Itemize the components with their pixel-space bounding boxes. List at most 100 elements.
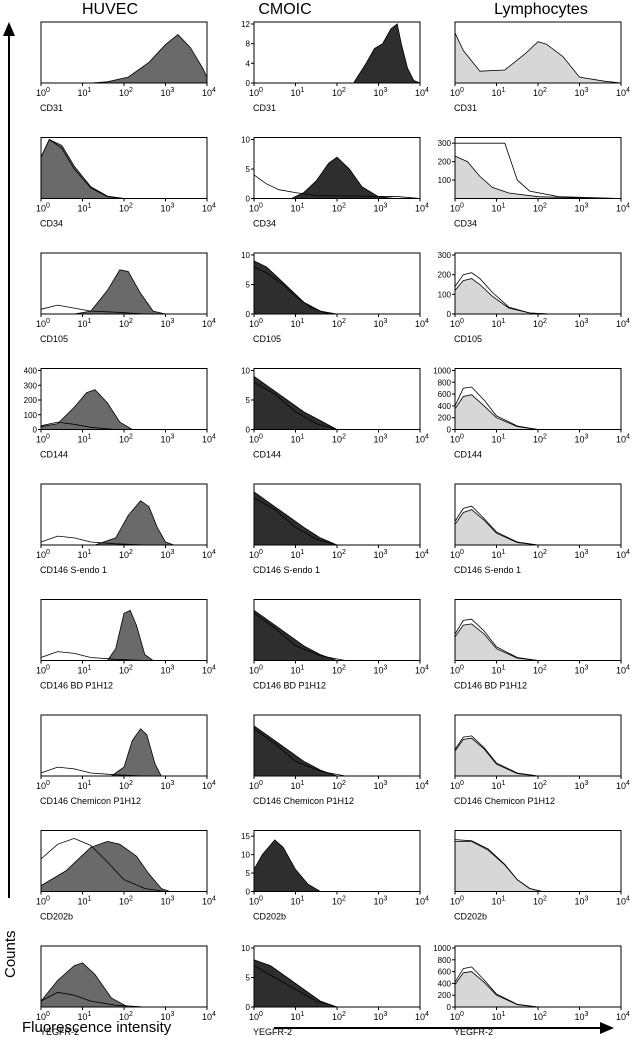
stained-histogram [40, 840, 170, 892]
x-tick-label: 103 [575, 665, 589, 676]
marker-label: CD202b [454, 912, 487, 922]
x-tick-label: 101 [78, 203, 92, 214]
marker-label: CD105 [454, 334, 482, 344]
x-tick-label: 101 [492, 665, 506, 676]
x-tick-label: 100 [450, 549, 464, 560]
x-tick-label: 102 [119, 1011, 133, 1022]
x-tick-label: 100 [249, 87, 263, 98]
x-tick-label: 100 [36, 549, 50, 560]
x-tick-label: 103 [575, 203, 589, 214]
x-tick-label: 101 [291, 549, 305, 560]
x-tick-label: 103 [575, 87, 589, 98]
x-tick-label: 100 [249, 780, 263, 791]
stained-histogram [253, 375, 338, 430]
y-tick-label: 200 [438, 271, 452, 280]
x-tick-label: 102 [119, 549, 133, 560]
stained-histogram [454, 971, 539, 1008]
control-histogram [40, 766, 145, 777]
x-tick-label: 101 [492, 434, 506, 445]
y-tick-label: 0 [246, 310, 251, 319]
panel-cmoic-yegfr-2: 100 101 102 103 104 0 5 10 YEGFR-2 [241, 944, 429, 1037]
stained-histogram [454, 623, 539, 661]
y-tick-label: 200 [438, 414, 452, 423]
panel-huvec-cd105: 100 101 102 103 104 CD105 [36, 252, 216, 344]
stained-histogram [253, 839, 322, 892]
x-tick-label: 100 [36, 87, 50, 98]
marker-label: CD34 [454, 219, 477, 229]
x-tick-label: 104 [616, 549, 630, 560]
control-histogram [253, 728, 346, 777]
marker-label: CD202b [40, 912, 73, 922]
y-tick-label: 10 [241, 851, 250, 860]
x-tick-label: 100 [36, 434, 50, 445]
panel-huvec-cd146-chemicon-p1h12: 100 101 102 103 104 CD146 Chemicon P1H12 [36, 714, 216, 806]
control-histogram [253, 612, 346, 661]
panel-cmoic-cd146-chemicon-p1h12: 100 101 102 103 104 CD146 Chemicon P1H12 [249, 714, 429, 806]
y-tick-label: 10 [241, 367, 250, 376]
x-tick-label: 101 [291, 434, 305, 445]
column-title-huvec: HUVEC [82, 1, 138, 18]
x-tick-label: 101 [78, 549, 92, 560]
x-tick-label: 104 [202, 780, 216, 791]
marker-label: CD144 [253, 450, 281, 460]
y-tick-label: 5 [246, 165, 251, 174]
x-tick-label: 100 [450, 87, 464, 98]
stained-histogram [454, 32, 622, 84]
y-tick-label: 0 [246, 195, 251, 204]
x-tick-label: 101 [492, 896, 506, 907]
control-histogram [455, 142, 622, 199]
y-tick-label: 4 [246, 59, 251, 68]
x-tick-label: 100 [249, 318, 263, 329]
x-tick-label: 100 [36, 318, 50, 329]
panel-lymphocytes-cd144: 100 101 102 103 104 0 200 400 600 800 1000 CD144 [433, 367, 630, 460]
stained-histogram [352, 23, 421, 84]
panel-lymphocytes-cd146-s-endo-1: 100 101 102 103 104 CD146 S-endo 1 [450, 483, 630, 575]
x-tick-label: 102 [533, 1011, 547, 1022]
x-tick-label: 101 [492, 87, 506, 98]
y-tick-label: 0 [447, 1003, 452, 1012]
y-tick-label: 5 [246, 396, 251, 405]
panel-lymphocytes-cd202b: 100 101 102 103 104 CD202b [450, 830, 630, 922]
x-axis-title: Fluorescence intensity [22, 1019, 172, 1036]
control-histogram [40, 138, 125, 199]
panel-huvec-cd146-s-endo-1: 100 101 102 103 104 CD146 S-endo 1 [36, 483, 216, 575]
x-tick-label: 104 [202, 549, 216, 560]
x-tick-label: 100 [450, 1011, 464, 1022]
stained-histogram [253, 260, 338, 315]
column-title-cmoic: CMOIC [258, 1, 311, 18]
x-tick-label: 104 [415, 549, 429, 560]
marker-label: CD146 Chemicon P1H12 [40, 796, 141, 806]
x-tick-label: 101 [492, 318, 506, 329]
control-histogram [454, 386, 539, 430]
x-tick-label: 104 [415, 780, 429, 791]
x-tick-label: 104 [415, 665, 429, 676]
control-histogram [454, 505, 539, 546]
x-tick-label: 103 [374, 665, 388, 676]
marker-label: CD31 [40, 103, 63, 113]
y-axis-arrowhead [3, 22, 15, 36]
x-tick-label: 104 [202, 87, 216, 98]
control-histogram [40, 651, 145, 661]
x-tick-label: 104 [415, 1011, 429, 1022]
x-tick-label: 102 [533, 665, 547, 676]
y-tick-label: 0 [246, 888, 251, 897]
x-tick-label: 100 [450, 780, 464, 791]
stained-histogram [454, 155, 622, 199]
x-tick-label: 100 [450, 318, 464, 329]
control-histogram [40, 421, 116, 430]
x-tick-label: 102 [533, 318, 547, 329]
y-tick-label: 200 [438, 991, 452, 1000]
x-tick-label: 100 [36, 896, 50, 907]
y-tick-label: 12 [241, 20, 250, 29]
stained-histogram [454, 509, 539, 546]
x-tick-label: 102 [119, 318, 133, 329]
x-tick-label: 100 [36, 780, 50, 791]
stained-histogram [454, 278, 551, 315]
x-tick-label: 104 [616, 203, 630, 214]
x-tick-label: 104 [616, 780, 630, 791]
x-tick-label: 102 [533, 87, 547, 98]
marker-label: YEGFR-2 [454, 1027, 493, 1037]
marker-label: CD146 BD P1H12 [253, 681, 326, 691]
